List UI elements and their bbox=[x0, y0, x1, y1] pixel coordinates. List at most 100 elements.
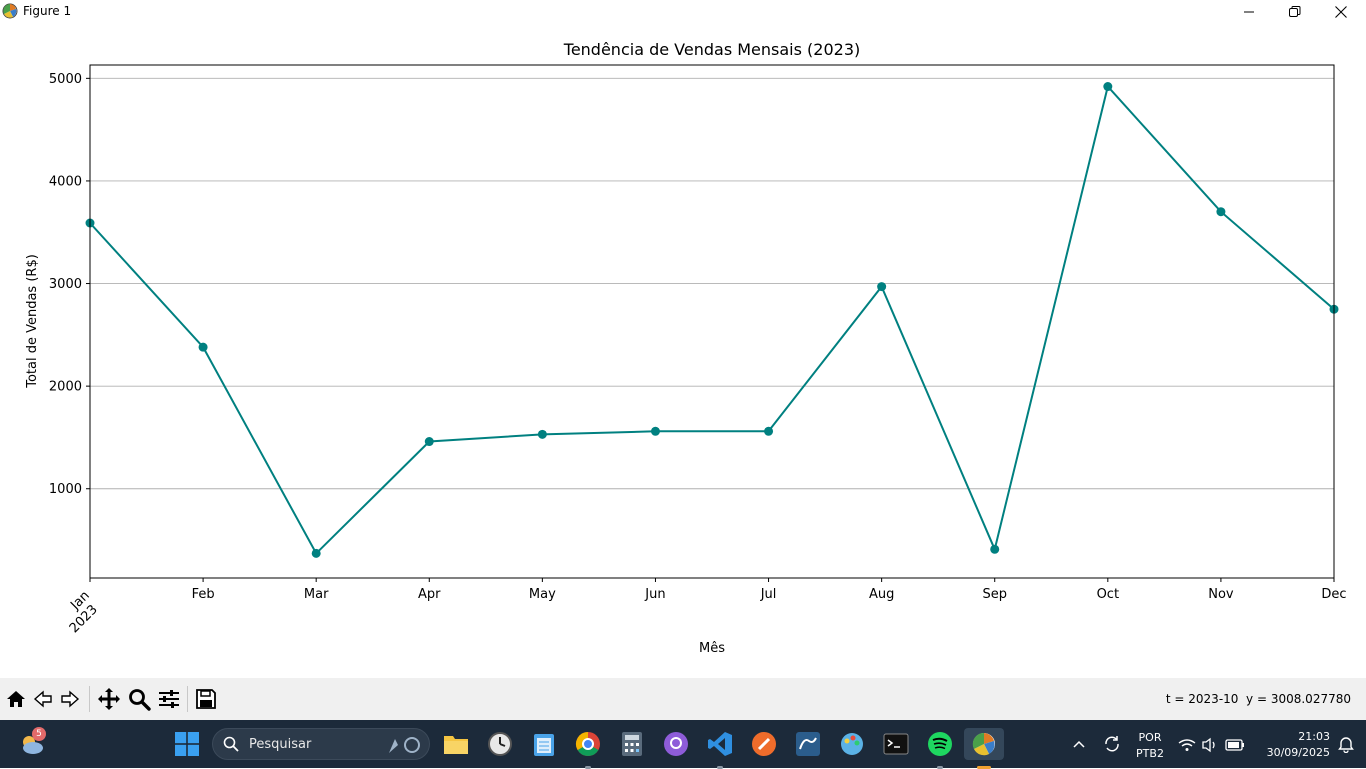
configure-subplots-button[interactable] bbox=[157, 687, 181, 711]
series-line bbox=[89, 84, 1335, 556]
figure-canvas[interactable]: Tendência de Vendas Mensais (2023) 1000 2… bbox=[0, 23, 1366, 678]
taskbar-mysql-workbench[interactable] bbox=[792, 728, 824, 760]
weather-badge: 5 bbox=[32, 727, 46, 741]
chart-title: Tendência de Vendas Mensais (2023) bbox=[563, 40, 860, 59]
forward-icon bbox=[61, 690, 80, 708]
data-point bbox=[424, 437, 434, 447]
x-tick-label: Feb bbox=[192, 587, 215, 602]
matplotlib-app-icon bbox=[2, 3, 18, 19]
data-point bbox=[537, 429, 547, 439]
clock-date: 30/09/2025 bbox=[1266, 746, 1330, 759]
taskbar-clock-app[interactable] bbox=[484, 728, 516, 760]
sync-icon bbox=[1105, 736, 1119, 752]
tray-network-volume-battery[interactable] bbox=[1176, 734, 1248, 756]
taskbar-terminal[interactable] bbox=[880, 728, 912, 760]
x-tick-label: Mar bbox=[304, 587, 329, 602]
series-markers bbox=[85, 82, 1339, 558]
figure-toolbar: t = 2023-10 y = 3008.027780 bbox=[0, 678, 1366, 720]
toolbar-separator bbox=[89, 686, 90, 712]
configure-icon bbox=[159, 690, 179, 708]
pan-button[interactable] bbox=[97, 687, 121, 711]
close-icon bbox=[1335, 5, 1347, 18]
data-point bbox=[198, 342, 208, 352]
y-tick-label: 1000 bbox=[49, 482, 82, 497]
y-tick-label: 5000 bbox=[49, 72, 82, 87]
x-tick-label: Nov bbox=[1208, 587, 1234, 602]
github-icon bbox=[664, 732, 688, 756]
taskbar-github[interactable] bbox=[660, 728, 692, 760]
restore-icon bbox=[1289, 5, 1301, 17]
volume-icon bbox=[1202, 737, 1215, 753]
taskbar-file-explorer[interactable] bbox=[440, 728, 472, 760]
plot-frame bbox=[89, 64, 1335, 579]
taskbar-search[interactable]: Pesquisar bbox=[212, 728, 430, 760]
pan-icon bbox=[98, 688, 120, 710]
vscode-icon bbox=[708, 732, 732, 756]
gridlines bbox=[90, 77, 1334, 490]
save-button[interactable] bbox=[194, 687, 218, 711]
back-button[interactable] bbox=[31, 687, 55, 711]
line-chart[interactable]: Tendência de Vendas Mensais (2023) 1000 2… bbox=[0, 23, 1366, 678]
chevron-up-icon bbox=[1073, 740, 1085, 748]
start-button[interactable] bbox=[171, 728, 203, 760]
taskbar-postman[interactable] bbox=[748, 728, 780, 760]
taskbar-notepad[interactable] bbox=[528, 728, 560, 760]
taskbar-matplotlib-figure[interactable] bbox=[964, 728, 1004, 769]
y-tick-label: 3000 bbox=[49, 277, 82, 292]
data-point bbox=[990, 544, 1000, 554]
language-top: POR bbox=[1138, 731, 1162, 744]
x-tick-label: Apr bbox=[418, 587, 441, 602]
taskbar-paint[interactable] bbox=[836, 728, 868, 760]
clock-icon bbox=[488, 732, 512, 756]
terminal-icon bbox=[883, 733, 909, 755]
zoom-icon bbox=[129, 689, 151, 711]
language-bottom: PTB2 bbox=[1136, 747, 1164, 760]
notification-bell-icon bbox=[1338, 737, 1354, 753]
taskbar-spotify[interactable] bbox=[924, 728, 956, 769]
weather-widget[interactable]: 5 bbox=[16, 727, 48, 760]
window-titlebar: Figure 1 bbox=[0, 0, 1366, 23]
spotify-icon bbox=[928, 732, 952, 756]
search-icon bbox=[223, 736, 239, 752]
data-point bbox=[311, 548, 321, 558]
weather-icon bbox=[23, 736, 43, 754]
cursor-coordinates: t = 2023-10 y = 3008.027780 bbox=[1165, 692, 1351, 706]
y-tick-label: 4000 bbox=[49, 174, 82, 189]
taskbar-vscode[interactable] bbox=[704, 728, 736, 769]
forward-button[interactable] bbox=[58, 687, 82, 711]
data-point bbox=[764, 426, 774, 436]
data-point bbox=[1103, 82, 1113, 92]
data-point bbox=[877, 282, 887, 292]
tray-sync[interactable] bbox=[1098, 728, 1126, 760]
zoom-button[interactable] bbox=[127, 687, 151, 711]
tray-overflow-button[interactable] bbox=[1066, 728, 1092, 760]
clock-area[interactable]: 21:03 30/09/2025 bbox=[1254, 728, 1330, 760]
maximize-button[interactable] bbox=[1272, 0, 1318, 23]
back-icon bbox=[33, 690, 52, 708]
save-icon bbox=[196, 689, 216, 709]
search-highlight-icon bbox=[389, 737, 420, 753]
battery-icon bbox=[1225, 739, 1244, 751]
folder-icon bbox=[444, 736, 468, 754]
x-tick-label: Jun bbox=[644, 587, 665, 602]
y-axis-label: Total de Vendas (R$) bbox=[25, 254, 40, 389]
x-tick-label: May bbox=[529, 587, 556, 602]
search-placeholder: Pesquisar bbox=[249, 737, 312, 752]
minimize-icon bbox=[1244, 11, 1254, 12]
notification-center-button[interactable] bbox=[1332, 728, 1360, 760]
x-tick-label: Sep bbox=[982, 587, 1007, 602]
x-tick-label: Oct bbox=[1097, 587, 1119, 602]
x-axis-label: Mês bbox=[699, 641, 725, 656]
home-icon bbox=[7, 691, 25, 707]
x-tick-label: Jul bbox=[760, 587, 777, 602]
y-tick-label: 2000 bbox=[49, 380, 82, 395]
close-button[interactable] bbox=[1318, 0, 1364, 23]
postman-icon bbox=[752, 732, 776, 756]
language-indicator[interactable]: POR PTB2 bbox=[1132, 728, 1168, 760]
home-button[interactable] bbox=[4, 687, 28, 711]
taskbar-chrome[interactable] bbox=[572, 728, 604, 769]
taskbar-calculator[interactable] bbox=[616, 728, 648, 760]
window-title: Figure 1 bbox=[23, 4, 72, 18]
minimize-button[interactable] bbox=[1226, 0, 1272, 23]
